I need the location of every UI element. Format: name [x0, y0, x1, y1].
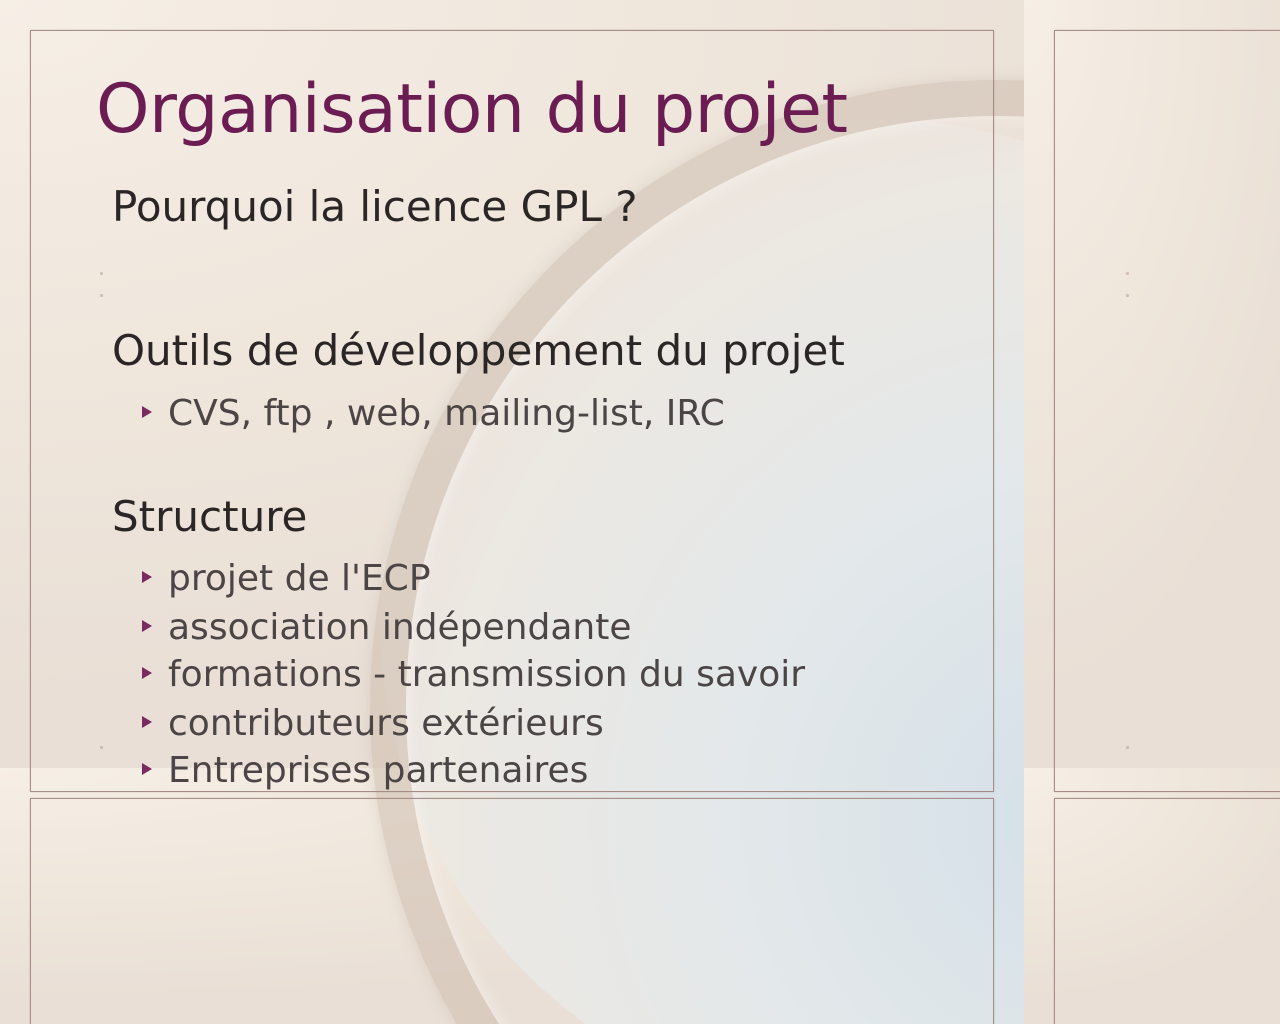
slide-background-main	[0, 0, 1024, 768]
slide-background-right	[1024, 0, 1280, 768]
bullet-item-label: association indépendante	[168, 607, 632, 648]
triangle-right-icon	[142, 716, 152, 728]
bullet-item-structure: projet de l'ECP	[142, 561, 431, 597]
slide-background-bottom	[0, 768, 1024, 1024]
bullet-item-label: Entreprises partenaires	[168, 750, 589, 791]
decorative-speck	[1126, 746, 1129, 749]
bullet-item-label: contributeurs extérieurs	[168, 703, 604, 744]
slide-frame-bottom	[30, 798, 994, 1024]
decorative-speck	[100, 272, 103, 275]
bullet-item-label: projet de l'ECP	[168, 558, 431, 599]
decorative-speck	[100, 746, 103, 749]
triangle-right-icon	[142, 571, 152, 583]
section-heading-tools: Outils de développement du projet	[112, 326, 845, 375]
decorative-speck	[1126, 272, 1129, 275]
triangle-right-icon	[142, 667, 152, 679]
triangle-right-icon	[142, 763, 152, 775]
bullet-item-structure: contributeurs extérieurs	[142, 706, 604, 742]
triangle-right-icon	[142, 406, 152, 418]
bullet-item-structure: association indépendante	[142, 610, 631, 646]
decorative-speck	[100, 294, 103, 297]
bullet-item-tools: CVS, ftp , web, mailing-list, IRC	[142, 396, 725, 432]
section-heading-license: Pourquoi la licence GPL ?	[112, 182, 638, 231]
bullet-item-label: formations - transmission du savoir	[168, 654, 806, 695]
bullet-item-label: CVS, ftp , web, mailing-list, IRC	[168, 393, 725, 434]
section-heading-structure: Structure	[112, 492, 308, 541]
slide-frame	[30, 30, 994, 792]
slide-frame-right	[1054, 30, 1280, 792]
bullet-item-structure: formations - transmission du savoir	[142, 657, 805, 693]
triangle-right-icon	[142, 620, 152, 632]
slide-title: Organisation du projet	[96, 70, 848, 149]
slide-background-bottom-right	[1024, 768, 1280, 1024]
slide-frame-bottom-right	[1054, 798, 1280, 1024]
bullet-item-structure: Entreprises partenaires	[142, 753, 588, 789]
decorative-speck	[1126, 294, 1129, 297]
